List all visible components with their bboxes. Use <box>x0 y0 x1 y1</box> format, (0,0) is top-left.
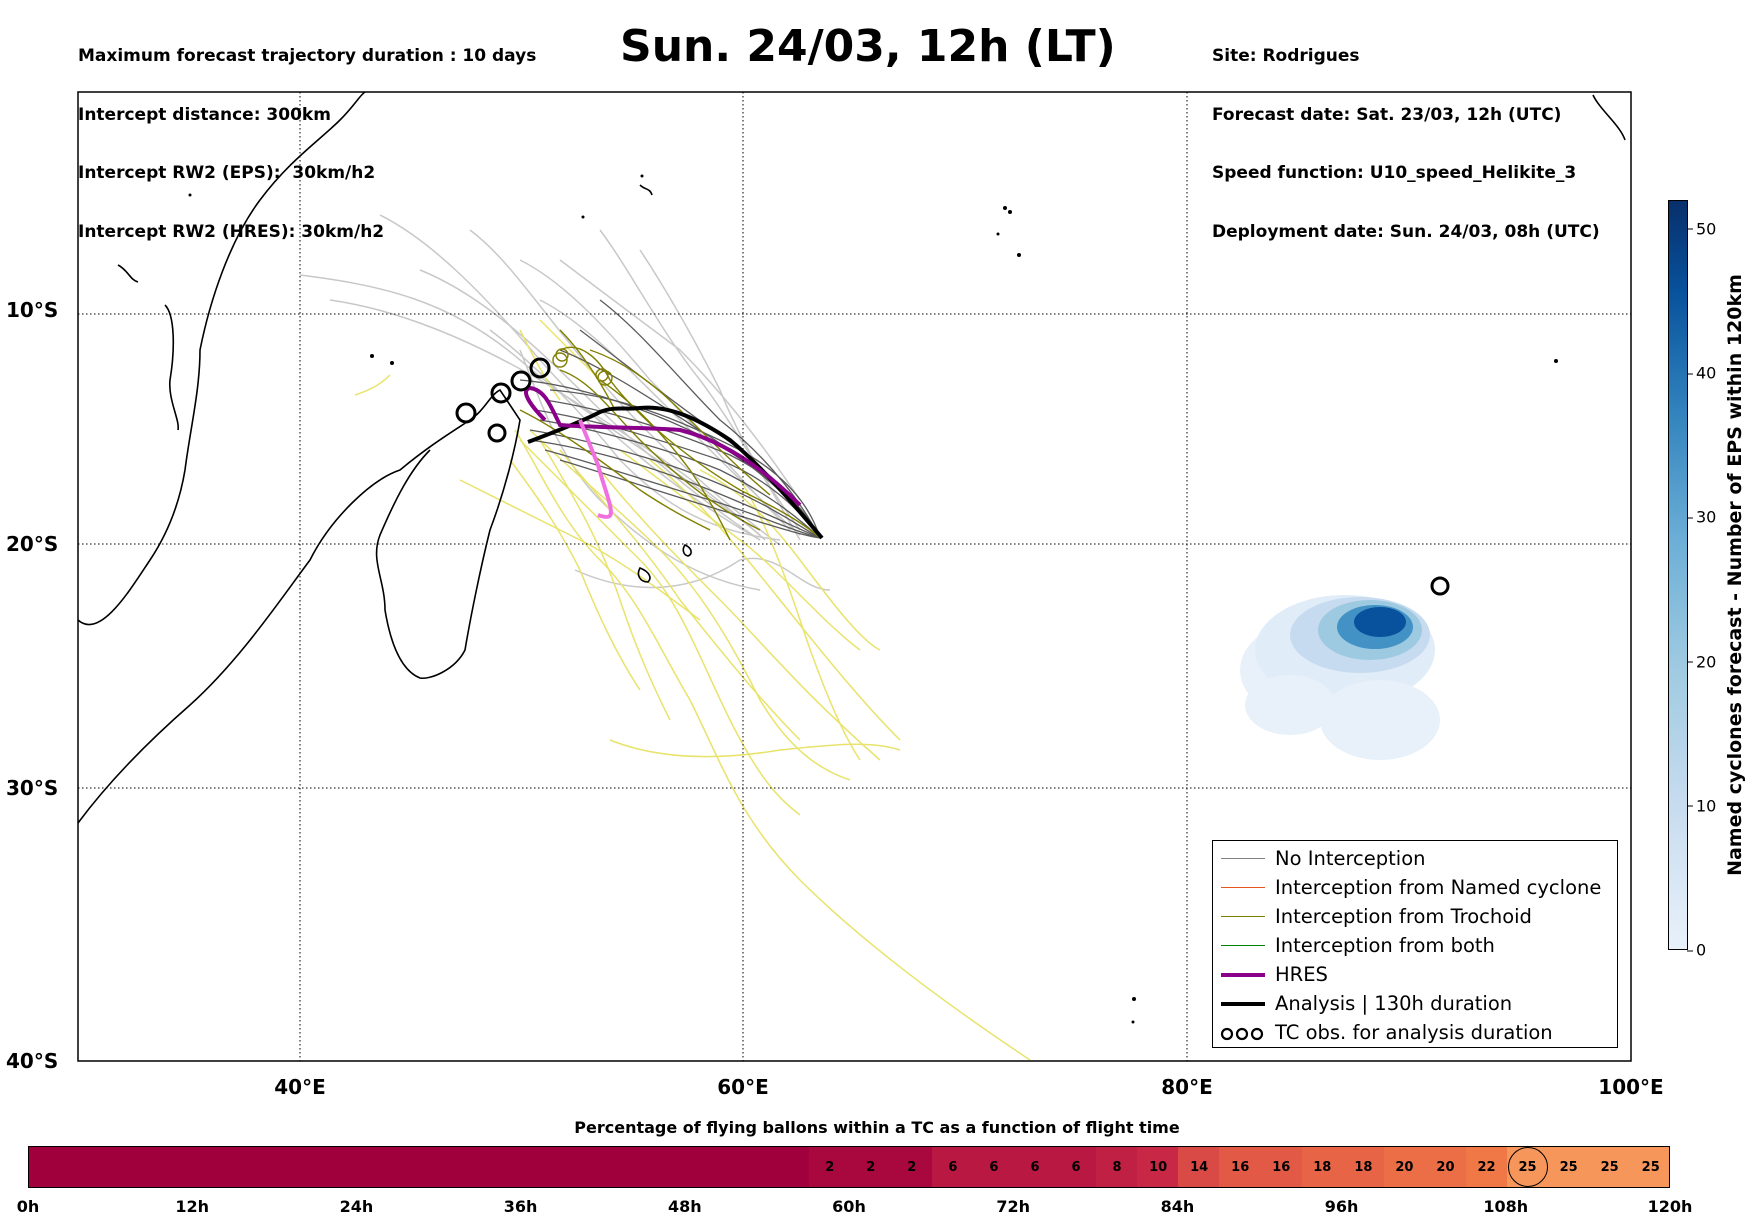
header-left-line: Intercept RW2 (HRES): 30km/h2 <box>78 221 385 242</box>
legend-label: Interception from both <box>1275 934 1495 957</box>
flight-bar-cell: 2 <box>850 1147 892 1187</box>
flight-bar-cell: 6 <box>1014 1147 1056 1187</box>
colorbar-tick-label: 0 <box>1686 940 1707 960</box>
flight-time-tick-label: 108h <box>1483 1197 1529 1216</box>
lat-label: 40°S <box>6 1049 59 1073</box>
header-right-line: Site: Rodrigues <box>1212 46 1360 66</box>
density-colorbar <box>1668 200 1688 950</box>
flight-bar-cell: 8 <box>1096 1147 1138 1187</box>
flight-time-tick-label: 0h <box>16 1197 40 1216</box>
flight-bar-cell: 2 <box>808 1147 851 1187</box>
lon-label: 40°E <box>274 1075 326 1099</box>
lon-label: 80°E <box>1161 1075 1213 1099</box>
flight-bar-cell: 20 <box>1383 1147 1426 1187</box>
lat-label: 10°S <box>6 298 59 322</box>
tc-observation-icons <box>455 357 1450 639</box>
lat-label: 30°S <box>6 776 59 800</box>
legend-swatch <box>1221 945 1265 946</box>
flight-bar-cell: 16 <box>1260 1147 1303 1187</box>
lat-label: 20°S <box>6 532 59 556</box>
flight-time-tick-label: 72h <box>996 1197 1031 1216</box>
flight-bar-cell: 22 <box>1465 1147 1508 1187</box>
flight-time-tick-label: 120h <box>1647 1197 1693 1216</box>
legend-swatch <box>1221 916 1265 917</box>
legend-label: TC obs. for analysis duration <box>1275 1021 1553 1044</box>
legend-label: HRES <box>1275 963 1328 986</box>
colorbar-tick-label: 30 <box>1686 507 1717 527</box>
map-frame <box>77 91 1632 1062</box>
flight-bar-cell: 6 <box>973 1147 1015 1187</box>
legend-item-named-cyclone: Interception from Named cyclone <box>1213 874 1617 903</box>
flight-bar-cell: 18 <box>1301 1147 1344 1187</box>
legend-swatch <box>1221 1002 1265 1006</box>
flight-bar-cell: 6 <box>1055 1147 1097 1187</box>
colorbar-tick-label: 50 <box>1686 219 1717 239</box>
flight-bar-cell: 25 <box>1588 1147 1631 1187</box>
flight-time-tick-label: 48h <box>667 1197 702 1216</box>
colorbar-tick-label: 40 <box>1686 363 1717 383</box>
ensemble-tracks-light <box>299 214 831 591</box>
coastlines <box>77 91 1626 824</box>
flight-bar-cell: 20 <box>1424 1147 1467 1187</box>
map-legend: No Interception Interception from Named … <box>1212 840 1618 1048</box>
legend-item-no-interception: No Interception <box>1213 845 1617 874</box>
lon-label: 60°E <box>717 1075 769 1099</box>
legend-item-trochoid: Interception from Trochoid <box>1213 903 1617 932</box>
trochoid-interception-tracks <box>519 329 821 541</box>
page-title: Sun. 24/03, 12h (LT) <box>620 21 1116 72</box>
flight-time-tick-label: 96h <box>1324 1197 1359 1216</box>
legend-swatch <box>1221 887 1265 888</box>
flight-bar-zero-segment <box>29 1147 809 1187</box>
legend-item-analysis: Analysis | 130h duration <box>1213 990 1617 1019</box>
flight-bar-cell: 6 <box>932 1147 974 1187</box>
header-left-line: Maximum forecast trajectory duration : 1… <box>78 46 537 66</box>
header-left-line: Intercept distance: 300km <box>78 104 331 125</box>
flight-time-tick-label: 60h <box>832 1197 866 1216</box>
header-right-line: Deployment date: Sun. 24/03, 08h (UTC) <box>1212 221 1600 242</box>
flight-bar-cell: 18 <box>1342 1147 1385 1187</box>
gridlines <box>78 92 1631 1061</box>
legend-swatch <box>1221 858 1265 859</box>
flight-bar-cell: 14 <box>1178 1147 1220 1187</box>
hres-pink-track <box>578 419 613 519</box>
header-right-line: Forecast date: Sat. 23/03, 12h (UTC) <box>1212 104 1562 125</box>
legend-label: No Interception <box>1275 847 1426 870</box>
legend-label: Analysis | 130h duration <box>1275 992 1513 1015</box>
colorbar-tick-label: 10 <box>1686 796 1717 816</box>
eps-spread-tracks <box>354 319 1031 1061</box>
flight-bar-title: Percentage of flying ballons within a TC… <box>574 1118 1180 1137</box>
flight-bar-cell: 25 <box>1506 1147 1549 1187</box>
cyclone-density-blob <box>1240 595 1440 760</box>
legend-label: Interception from Trochoid <box>1275 905 1532 928</box>
legend-item-tc-obs: TC obs. for analysis duration <box>1213 1019 1617 1048</box>
flight-time-tick-label: 84h <box>1160 1197 1195 1216</box>
flight-time-bar: 2 2 2 6 6 6 6 8 10 14 16 16 18 18 20 20 22 25 25 25 25 <box>28 1146 1670 1188</box>
flight-time-tick-label: 36h <box>503 1197 538 1216</box>
flight-time-tick-label: 12h <box>175 1197 210 1216</box>
flight-time-tick-label: 24h <box>339 1197 374 1216</box>
flight-bar-cell: 10 <box>1137 1147 1179 1187</box>
flight-bar-cell: 2 <box>891 1147 933 1187</box>
flight-bar-cell: 25 <box>1547 1147 1590 1187</box>
header-info-left: Maximum forecast trajectory duration : 1… <box>78 8 536 262</box>
colorbar-tick-label: 20 <box>1686 652 1717 672</box>
header-right-line: Speed function: U10_speed_Helikite_3 <box>1212 163 1577 183</box>
flight-bar-cell: 25 <box>1629 1147 1669 1187</box>
legend-swatch <box>1221 973 1265 977</box>
header-info-right: Site: Rodrigues Forecast date: Sat. 23/0… <box>1212 8 1600 262</box>
circled-value: 25 <box>1507 1147 1548 1187</box>
colorbar-title: Named cyclones forecast - Number of EPS … <box>1724 274 1746 876</box>
legend-item-both: Interception from both <box>1213 932 1617 961</box>
lon-label: 100°E <box>1598 1075 1664 1099</box>
flight-bar-cell: 16 <box>1219 1147 1261 1187</box>
header-left-line: Intercept RW2 (EPS): 30km/h2 <box>78 163 376 183</box>
legend-item-hres: HRES <box>1213 961 1617 990</box>
cyclone-icon <box>1220 1027 1264 1041</box>
island-dots <box>188 174 1558 1024</box>
legend-label: Interception from Named cyclone <box>1275 876 1602 899</box>
